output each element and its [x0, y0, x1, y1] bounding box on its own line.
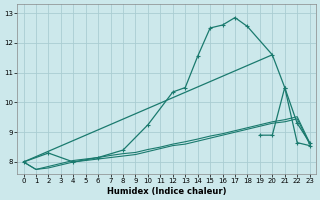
X-axis label: Humidex (Indice chaleur): Humidex (Indice chaleur)	[107, 187, 226, 196]
